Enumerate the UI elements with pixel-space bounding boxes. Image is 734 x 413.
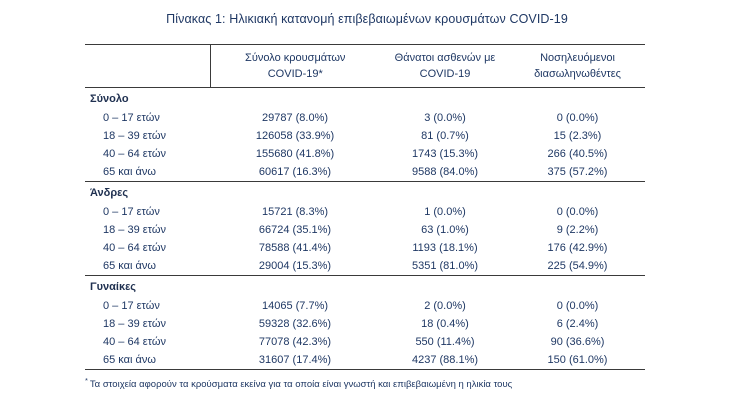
age-group-label: 65 και άνω	[103, 166, 156, 178]
section-women: Γυναίκες	[85, 275, 645, 297]
header-row: Σύνολο κρουσμάτων COVID-19* Θάνατοι ασθε…	[85, 44, 645, 88]
intubated-value: 0 (0.0%)	[556, 300, 599, 312]
cases-column-header: Σύνολο κρουσμάτων COVID-19*	[209, 44, 380, 88]
intubated-value: 0 (0.0%)	[556, 112, 599, 124]
cases-value: 126058 (33.9%)	[255, 130, 335, 142]
footnote-marker: *	[85, 376, 88, 385]
deaths-value: 81 (0.7%)	[421, 130, 469, 142]
section-label: Άνδρες	[85, 181, 645, 203]
intubated-value: 176 (42.9%)	[547, 242, 608, 254]
table-row: 18 – 39 ετών 66724 (35.1%) 63 (1.0%) 9 (…	[85, 221, 645, 239]
intubated-value: 6 (2.4%)	[556, 318, 599, 330]
covid-age-distribution-table: Σύνολο κρουσμάτων COVID-19* Θάνατοι ασθε…	[85, 44, 645, 370]
cases-value: 15721 (8.3%)	[261, 206, 329, 218]
deaths-value: 63 (1.0%)	[421, 224, 469, 236]
table-row: 40 – 64 ετών 155680 (41.8%) 1743 (15.3%)…	[85, 145, 645, 163]
cases-value: 29004 (15.3%)	[258, 260, 332, 272]
age-group-label: 40 – 64 ετών	[103, 148, 166, 160]
intubated-column-header: Νοσηλευόμενοι διασωληνωθέντες	[510, 44, 645, 88]
intubated-value: 9 (2.2%)	[556, 224, 599, 236]
section-label: Γυναίκες	[85, 275, 645, 297]
deaths-value: 3 (0.0%)	[424, 112, 466, 124]
age-group-label: 40 – 64 ετών	[103, 242, 166, 254]
age-column-header	[85, 44, 210, 88]
table-row: 65 και άνω 60617 (16.3%) 9588 (84.0%) 37…	[85, 163, 645, 182]
table-row: 18 – 39 ετών 59328 (32.6%) 18 (0.4%) 6 (…	[85, 315, 645, 333]
age-group-label: 65 και άνω	[103, 354, 156, 366]
age-group-label: 65 και άνω	[103, 260, 156, 272]
deaths-value: 1 (0.0%)	[424, 206, 466, 218]
cases-value: 155680 (41.8%)	[255, 148, 335, 160]
cases-value: 14065 (7.7%)	[261, 300, 329, 312]
intubated-value: 90 (36.6%)	[550, 336, 605, 348]
deaths-value: 2 (0.0%)	[424, 300, 466, 312]
cases-value: 31607 (17.4%)	[258, 354, 332, 366]
deaths-value: 1743 (15.3%)	[411, 148, 479, 160]
cases-value: 60617 (16.3%)	[258, 166, 332, 178]
table-row: 0 – 17 ετών 15721 (8.3%) 1 (0.0%) 0 (0.0…	[85, 203, 645, 221]
deaths-value: 18 (0.4%)	[421, 318, 469, 330]
table-title: Πίνακας 1: Ηλικιακή κατανομή επιβεβαιωμέ…	[166, 12, 568, 26]
table-row: 65 και άνω 31607 (17.4%) 4237 (88.1%) 15…	[85, 351, 645, 370]
table-row: 40 – 64 ετών 78588 (41.4%) 1193 (18.1%) …	[85, 239, 645, 257]
age-group-label: 18 – 39 ετών	[103, 130, 166, 142]
deaths-column-header: Θάνατοι ασθενών με COVID-19	[380, 44, 510, 88]
age-group-label: 0 – 17 ετών	[103, 112, 160, 124]
cases-value: 77078 (42.3%)	[258, 336, 332, 348]
age-group-label: 18 – 39 ετών	[103, 224, 166, 236]
cases-value: 78588 (41.4%)	[258, 242, 332, 254]
section-label: Σύνολο	[85, 87, 645, 109]
intubated-value: 225 (54.9%)	[547, 260, 608, 272]
cases-value: 29787 (8.0%)	[261, 112, 329, 124]
section-total: Σύνολο	[85, 87, 645, 109]
intubated-value: 15 (2.3%)	[553, 130, 602, 142]
age-group-label: 0 – 17 ετών	[103, 300, 160, 312]
table-row: 0 – 17 ετών 14065 (7.7%) 2 (0.0%) 0 (0.0…	[85, 297, 645, 315]
age-group-label: 0 – 17 ετών	[103, 206, 160, 218]
deaths-value: 4237 (88.1%)	[411, 354, 479, 366]
table-footnote: * Τα στοιχεία αφορούν τα κρούσματα εκείνα…	[85, 376, 734, 390]
age-group-label: 40 – 64 ετών	[103, 336, 166, 348]
cases-value: 59328 (32.6%)	[258, 318, 332, 330]
cases-value: 66724 (35.1%)	[258, 224, 332, 236]
deaths-value: 5351 (81.0%)	[411, 260, 479, 272]
age-group-label: 18 – 39 ετών	[103, 318, 166, 330]
table-row: 65 και άνω 29004 (15.3%) 5351 (81.0%) 22…	[85, 257, 645, 276]
intubated-value: 375 (57.2%)	[547, 166, 608, 178]
section-men: Άνδρες	[85, 181, 645, 203]
table-row: 40 – 64 ετών 77078 (42.3%) 550 (11.4%) 9…	[85, 333, 645, 351]
footnote-text: Τα στοιχεία αφορούν τα κρούσματα εκείνα …	[89, 379, 513, 391]
intubated-value: 266 (40.5%)	[547, 148, 608, 160]
deaths-value: 1193 (18.1%)	[412, 242, 478, 254]
table-row: 0 – 17 ετών 29787 (8.0%) 3 (0.0%) 0 (0.0…	[85, 109, 645, 127]
table-row: 18 – 39 ετών 126058 (33.9%) 81 (0.7%) 15…	[85, 127, 645, 145]
deaths-value: 9588 (84.0%)	[411, 166, 479, 178]
deaths-value: 550 (11.4%)	[415, 336, 475, 348]
intubated-value: 0 (0.0%)	[556, 206, 599, 218]
intubated-value: 150 (61.0%)	[547, 354, 608, 366]
